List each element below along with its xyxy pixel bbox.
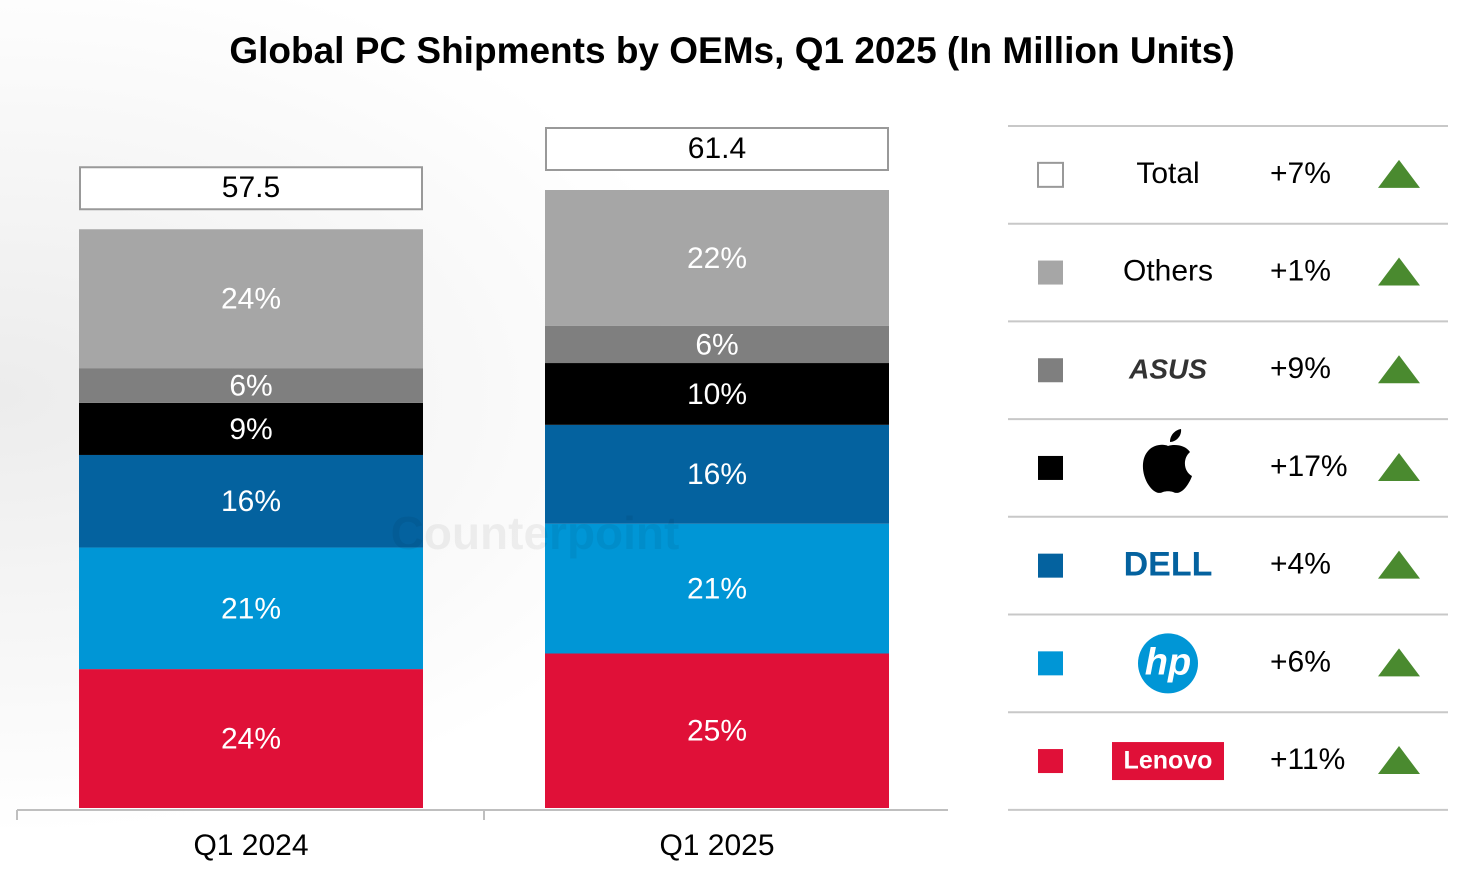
legend-label: Lenovo: [1124, 747, 1213, 775]
chart-title: Global PC Shipments by OEMs, Q1 2025 (In…: [229, 30, 1234, 71]
growth-label: +7%: [1270, 157, 1331, 190]
x-tick-label: Q1 2025: [659, 829, 774, 862]
data-label: 10%: [687, 378, 747, 411]
legend-swatch: [1037, 161, 1064, 188]
total-label: 61.4: [688, 132, 746, 165]
apple-logo: [1142, 428, 1192, 493]
logo-circle: [1138, 633, 1198, 694]
bar-segment: [79, 402, 423, 455]
growth-label: +11%: [1270, 743, 1345, 776]
bar-segment: [545, 325, 889, 364]
legend-label: Total: [1136, 157, 1199, 190]
growth-arrow: [1378, 452, 1420, 481]
growth-arrow: [1378, 257, 1420, 286]
bar-segment: [545, 190, 889, 326]
data-label: 9%: [229, 413, 272, 446]
growth-arrow: [1378, 648, 1420, 677]
legend-swatch: [1038, 455, 1063, 480]
growth-label: +9%: [1270, 352, 1331, 385]
growth-arrow: [1378, 159, 1420, 188]
legend-table: Total +7% Others +1% ASUS +9% +17% DELL +4% hp +6%…: [1008, 125, 1448, 811]
growth-label: +6%: [1270, 645, 1331, 678]
bar-segment: [79, 368, 423, 403]
bar-segment: [79, 229, 423, 369]
bar-segment: [545, 363, 889, 425]
legend-label: Others: [1123, 254, 1213, 287]
total-label: 57.5: [222, 171, 280, 204]
total-box: [545, 127, 889, 171]
data-label: 24%: [221, 283, 281, 316]
bar-segment: [545, 424, 889, 524]
legend-swatch: [1038, 260, 1063, 285]
growth-label: +1%: [1270, 254, 1331, 287]
logo-box: [1112, 742, 1224, 781]
growth-arrow: [1378, 355, 1420, 384]
x-tick-label: Q1 2024: [193, 829, 308, 862]
legend-swatch: [1038, 749, 1063, 774]
watermark: Counterpoint: [391, 507, 680, 559]
data-label: 16%: [687, 458, 747, 491]
legend-label: ASUS: [1128, 354, 1207, 385]
data-label: 6%: [229, 369, 272, 402]
bars: 24% 21% 16% 9% 6% 24% 57.5 Q1 2024 25% 21% 16% 10% 6…: [79, 127, 889, 862]
legend-swatch: [1038, 651, 1063, 676]
bar-segment: [79, 454, 423, 548]
growth-label: +4%: [1270, 548, 1331, 581]
growth-arrow: [1378, 746, 1420, 775]
bar-segment: [79, 547, 423, 670]
legend-label: DELL: [1124, 546, 1213, 584]
data-label: 16%: [221, 485, 281, 518]
data-label: 25%: [687, 715, 747, 748]
growth-arrow: [1378, 550, 1420, 579]
bar-segment: [545, 653, 889, 808]
growth-label: +17%: [1270, 450, 1348, 483]
legend-swatch: [1038, 553, 1063, 578]
data-label: 21%: [221, 592, 281, 625]
data-label: 24%: [221, 722, 281, 755]
data-label: 22%: [687, 242, 747, 275]
bar-segment: [545, 523, 889, 654]
data-label: 21%: [687, 573, 747, 606]
data-label: 6%: [695, 328, 738, 361]
legend-swatch: [1038, 358, 1063, 383]
total-box: [79, 166, 423, 211]
bar-segment: [79, 669, 423, 808]
legend-label: hp: [1145, 641, 1191, 683]
